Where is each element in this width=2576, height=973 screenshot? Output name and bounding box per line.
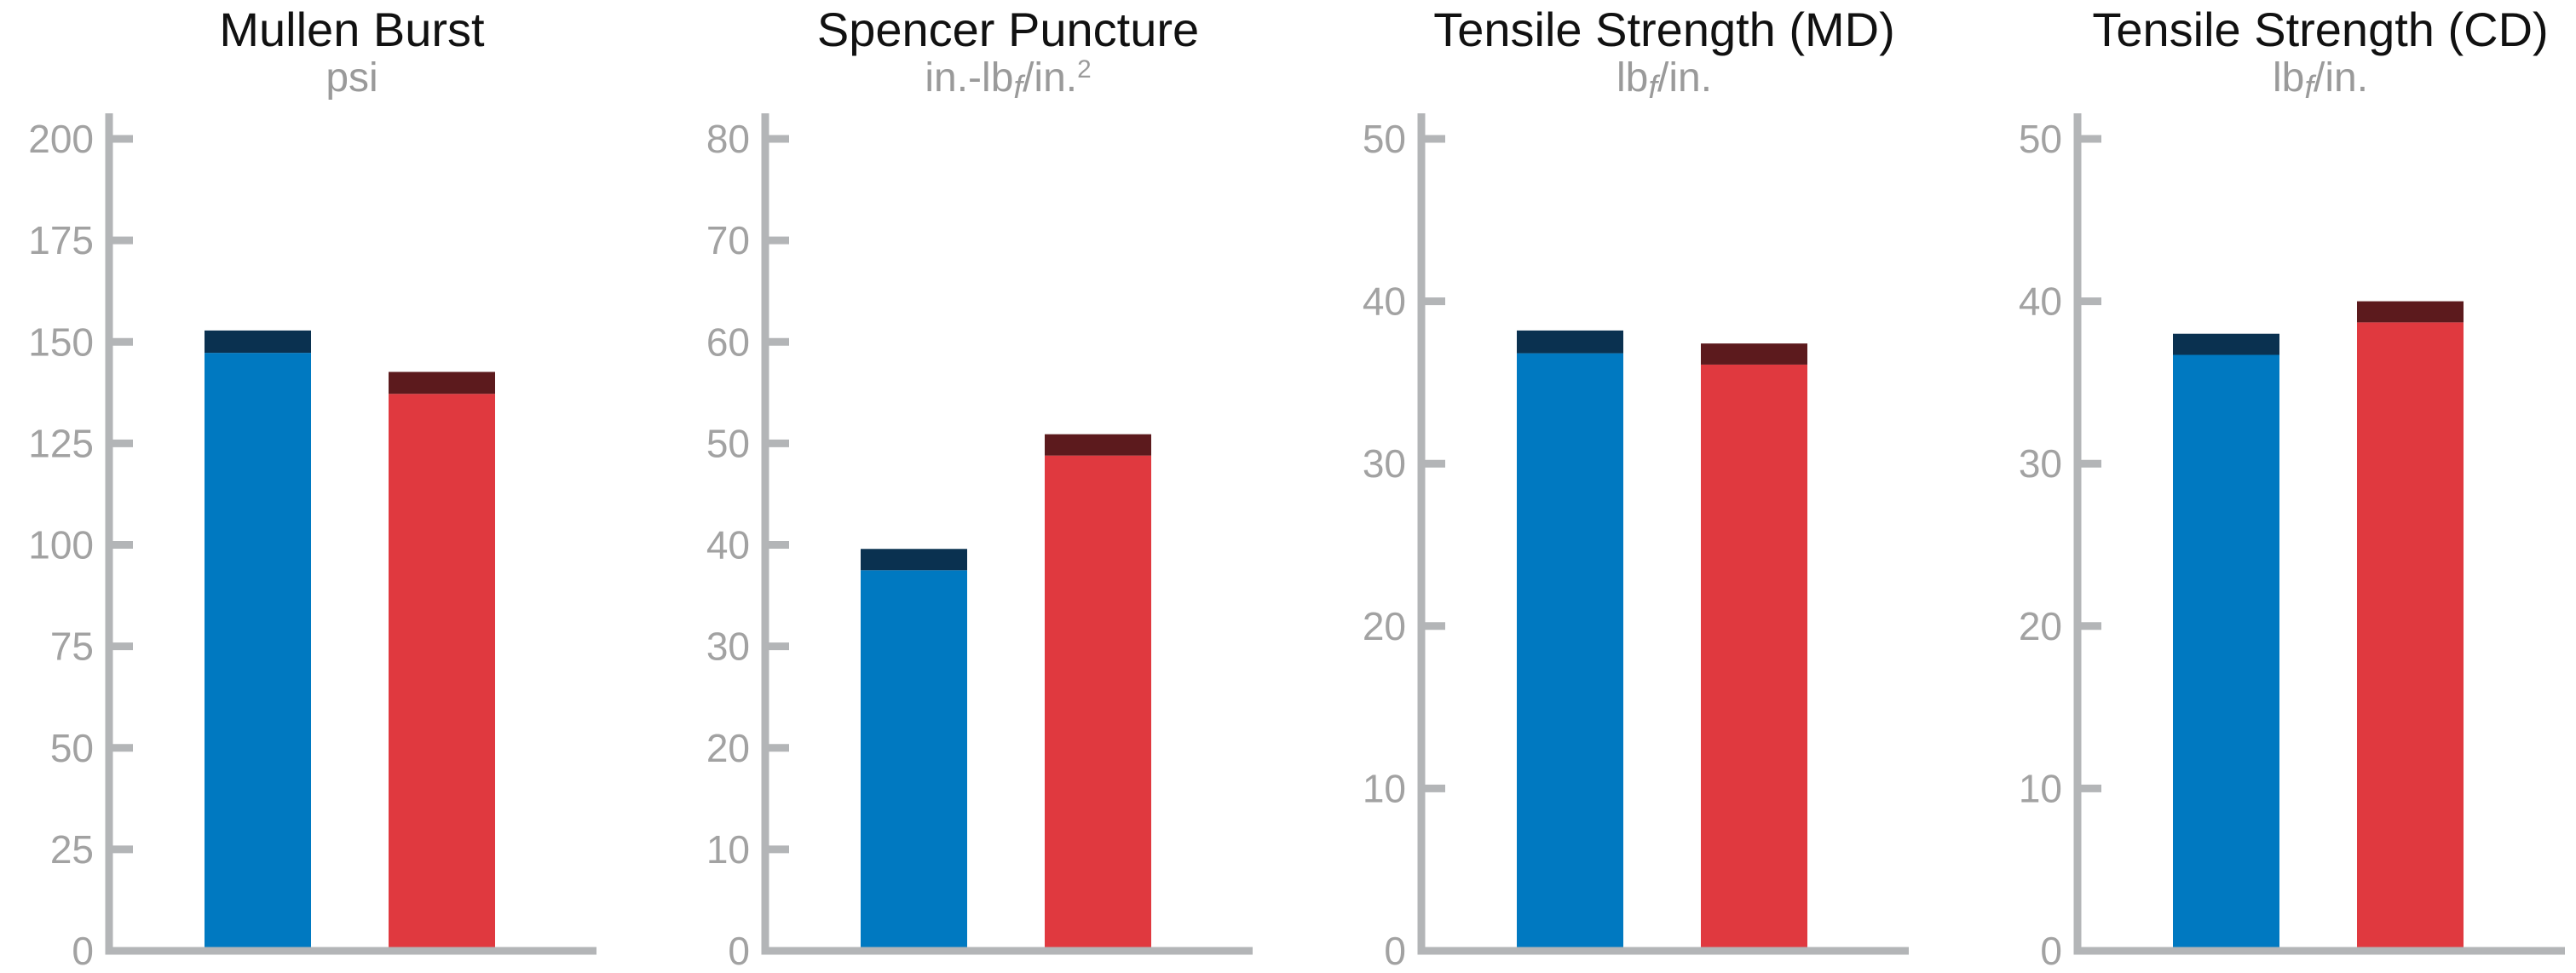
y-tick-label: 0	[2040, 929, 2062, 973]
chart-panel: Mullen Burst psi 0 25 50 75 100 125 150 175 200	[0, 0, 648, 973]
y-tick-label: 40	[706, 523, 750, 567]
bar	[2357, 322, 2464, 951]
y-tick-label: 100	[28, 523, 94, 567]
unit-part: f	[2304, 69, 2314, 107]
y-tick-label: 40	[2019, 279, 2062, 324]
chart-panel: Spencer Puncture in.-lbf/in.2 0 10 20 30 40 50 6…	[656, 0, 1304, 973]
y-tick-label: 30	[706, 625, 750, 669]
y-tick-label: 150	[28, 320, 94, 364]
y-tick-label: 20	[2019, 604, 2062, 648]
y-tick-label: 70	[706, 218, 750, 262]
chart-unit-label: lbf/in.	[1400, 55, 1928, 106]
bar	[1701, 364, 1807, 952]
unit-part: /in.	[1023, 55, 1078, 101]
y-tick-label: 10	[2019, 766, 2062, 810]
chart-plot-area: 0 10 20 30 40 50	[2019, 113, 2565, 973]
y-tick-label: 25	[50, 827, 94, 872]
chart-title: Tensile Strength (MD)	[1433, 3, 1895, 56]
chart-plot-area: 0 10 20 30 40 50	[1363, 113, 1909, 973]
y-tick-label: 50	[706, 421, 750, 465]
bar-error-cap	[389, 371, 495, 394]
bar-error-cap	[1045, 434, 1151, 456]
chart-title: Mullen Burst	[219, 3, 485, 56]
bar-error-cap	[861, 549, 967, 571]
unit-part: 2	[1077, 55, 1092, 83]
y-tick-label: 10	[706, 827, 750, 872]
y-tick-label: 175	[28, 218, 94, 262]
y-tick-label: 30	[2019, 441, 2062, 486]
y-tick-label: 0	[728, 929, 750, 973]
y-tick-label: 50	[1363, 117, 1406, 161]
y-tick-label: 80	[706, 117, 750, 161]
bar-error-cap	[205, 330, 311, 354]
y-tick-label: 60	[706, 320, 750, 364]
y-tick-label: 50	[2019, 117, 2062, 161]
bar	[1517, 353, 1623, 951]
unit-part: lb	[1616, 55, 1649, 101]
y-tick-label: 50	[50, 726, 94, 770]
y-tick-label: 0	[72, 929, 94, 973]
unit-part: f	[1648, 69, 1657, 107]
bar	[205, 353, 311, 952]
chart-unit-label: in.-lbf/in.2	[744, 55, 1272, 107]
y-tick-label: 30	[1363, 441, 1406, 486]
bar	[1045, 455, 1151, 951]
chart-unit-label: lbf/in.	[2056, 55, 2576, 106]
y-tick-label: 75	[50, 625, 94, 669]
bar	[861, 570, 967, 951]
chart-title: Tensile Strength (CD)	[2092, 3, 2549, 56]
bar-error-cap	[1701, 343, 1807, 365]
chart-plot-area: 0 10 20 30 40 50 60 70 80	[706, 113, 1253, 973]
y-tick-label: 10	[1363, 766, 1406, 810]
unit-part: in.-lb	[925, 55, 1014, 101]
bar-error-cap	[2173, 333, 2279, 355]
chart-title: Spencer Puncture	[816, 3, 1200, 56]
unit-part: psi	[326, 55, 378, 101]
chart-unit-label: psi	[88, 55, 616, 101]
unit-part: /in.	[1657, 55, 1713, 101]
bar	[2173, 354, 2279, 951]
chart-plot-area: 0 25 50 75 100 125 150 175 200	[28, 113, 596, 973]
unit-part: f	[1013, 69, 1023, 107]
chart-panel: Tensile Strength (MD) lbf/in. 0 10 20 30 40 50	[1312, 0, 1960, 973]
y-tick-label: 20	[706, 726, 750, 770]
y-tick-label: 20	[1363, 604, 1406, 648]
bar	[389, 394, 495, 951]
unit-part: /in.	[2314, 55, 2369, 101]
y-tick-label: 40	[1363, 279, 1406, 324]
bar-error-cap	[2357, 301, 2464, 323]
bar-error-cap	[1517, 330, 1623, 354]
unit-part: lb	[2272, 55, 2305, 101]
y-tick-label: 200	[28, 117, 94, 161]
y-tick-label: 125	[28, 421, 94, 465]
chart-panel: Tensile Strength (CD) lbf/in. 0 10 20 30 40 50	[1968, 0, 2576, 973]
y-tick-label: 0	[1384, 929, 1406, 973]
